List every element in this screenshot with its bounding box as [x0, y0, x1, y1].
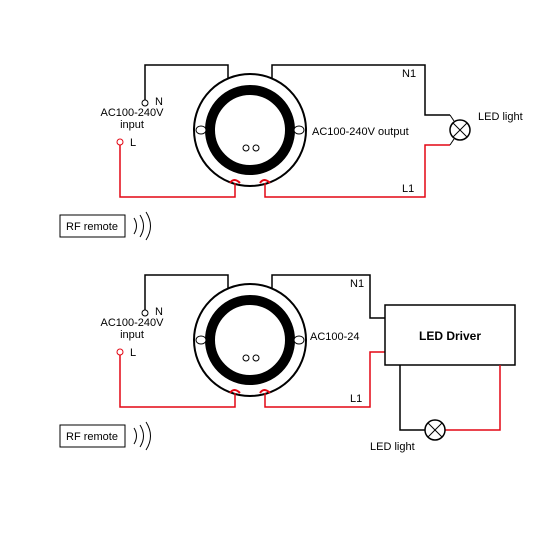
input-label2: input — [120, 329, 144, 341]
led-light-2 — [425, 420, 445, 440]
rf-remote-label: RF remote — [66, 221, 118, 233]
led-label: LED light — [478, 111, 523, 123]
output-label: AC100-24 — [310, 331, 360, 343]
led-label: LED light — [370, 441, 415, 453]
dimmer-2 — [194, 284, 306, 396]
label-L1: L1 — [350, 393, 362, 405]
input-label: AC100-240V — [101, 107, 165, 119]
output-label: AC100-240V output — [312, 126, 409, 138]
input-label2: input — [120, 119, 144, 131]
dimmer-1 — [194, 74, 306, 186]
label-L: L — [130, 347, 136, 359]
mount-hole-left — [196, 336, 206, 344]
label-L: L — [130, 137, 136, 149]
rf-remote-label: RF remote — [66, 431, 118, 443]
label-N1: N1 — [350, 278, 364, 290]
input-label: AC100-240V — [101, 317, 165, 329]
label-N1: N1 — [402, 68, 416, 80]
mount-hole-right — [294, 336, 304, 344]
label-L1: L1 — [402, 183, 414, 195]
mount-hole-right — [294, 126, 304, 134]
mount-hole-left — [196, 126, 206, 134]
led-driver-label: LED Driver — [419, 329, 481, 343]
